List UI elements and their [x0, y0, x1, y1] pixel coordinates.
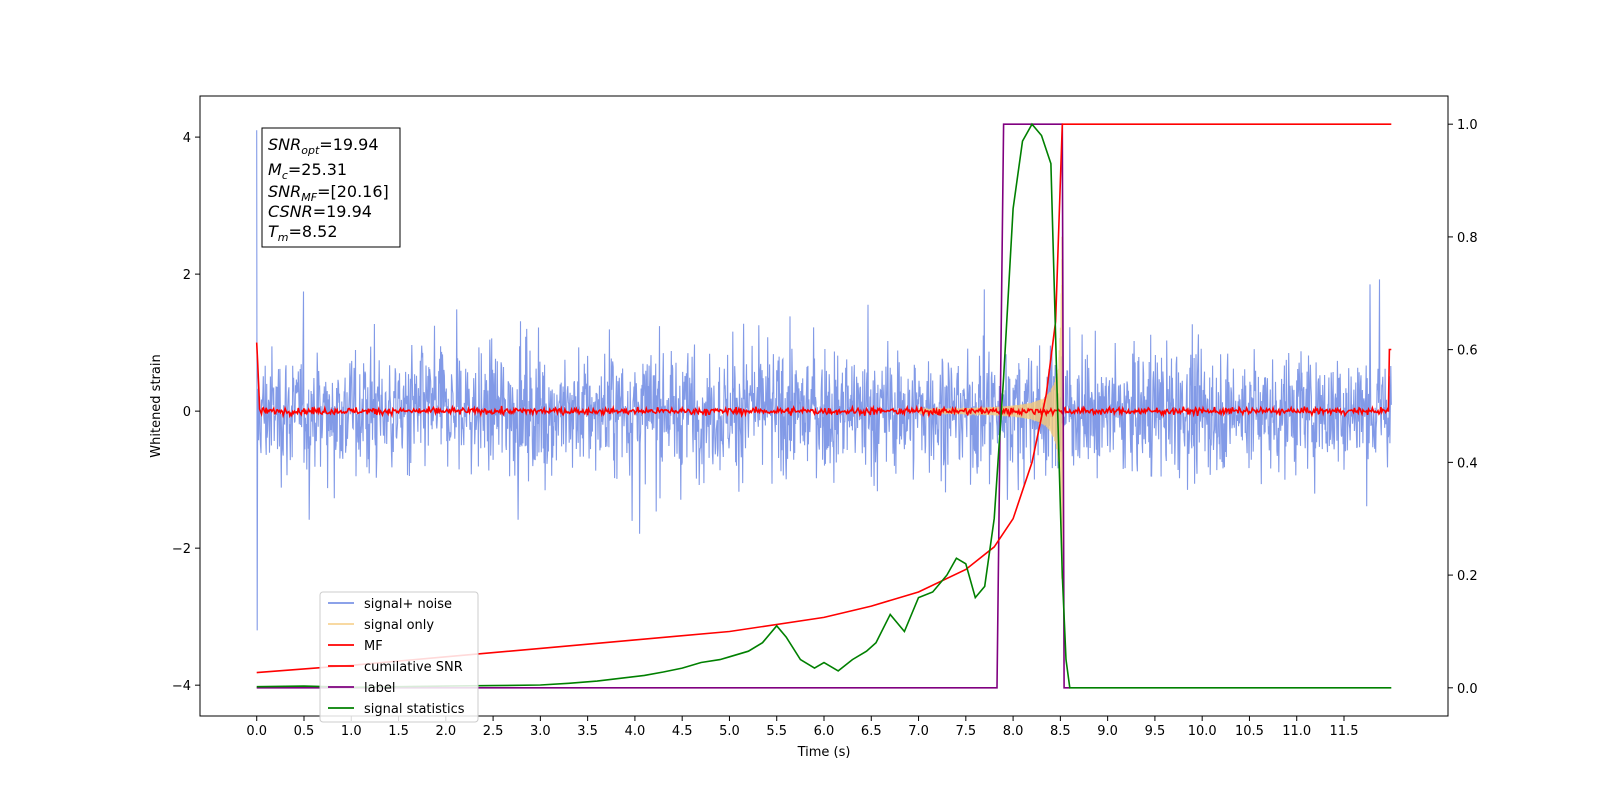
x-tick-label: 2.0: [435, 724, 456, 739]
legend-entry: signal statistics: [364, 702, 465, 717]
x-axis: 0.0 0.5 1.0 1.5 2.0 2.5 3.0 3.5 4.0 4.5 5.0 5.5 6.0 6…: [246, 716, 1358, 739]
info-tm: Tm=8.52: [268, 222, 338, 244]
legend-frame: [319, 591, 479, 723]
info-mc: Mc=25.31: [268, 160, 347, 182]
x-tick-label: 7.0: [908, 724, 929, 739]
x-tick-label: 1.0: [341, 724, 362, 739]
series-cumulative-snr: [256, 123, 1392, 674]
legend-entry: cumilative SNR: [364, 660, 463, 675]
x-axis-label: Time (s): [797, 745, 851, 760]
series-signal-statistics: [256, 122, 1392, 689]
info-csnr: CSNR=19.94: [268, 202, 372, 221]
x-tick-label: 8.0: [1003, 724, 1024, 739]
y-axis-right: 1.0 0.8 0.6 0.4 0.2 0.0: [1448, 118, 1478, 697]
series-mf: [255, 342, 1392, 419]
info-snr-opt: SNRopt=19.94: [268, 135, 379, 157]
x-tick-label: 8.5: [1050, 724, 1071, 739]
y2-tick-label: 0.6: [1457, 344, 1478, 359]
legend: signal+ noise signal only MF cumilative SNR…: [319, 591, 479, 723]
x-tick-label: 3.5: [577, 724, 598, 739]
y-tick-label: 0: [183, 405, 191, 420]
x-tick-label: 2.5: [483, 724, 504, 739]
y2-tick-label: 0.4: [1457, 456, 1478, 471]
series-signal-noise: [256, 130, 1392, 631]
x-tick-label: 11.5: [1330, 724, 1359, 739]
legend-entry: signal only: [364, 618, 434, 633]
y2-tick-label: 1.0: [1457, 118, 1478, 133]
y-axis-left: 4 2 0 −2 −4: [172, 131, 200, 694]
info-snr-mf: SNRMF=[20.16]: [268, 182, 389, 204]
y-tick-label: 4: [183, 131, 191, 146]
x-tick-label: 5.5: [766, 724, 787, 739]
y-tick-label: −4: [172, 679, 191, 694]
plot-area: [255, 122, 1392, 689]
y-tick-label: −2: [172, 542, 191, 557]
y2-tick-label: 0.0: [1457, 682, 1478, 697]
x-tick-label: 10.5: [1235, 724, 1264, 739]
x-tick-label: 0.5: [294, 724, 315, 739]
legend-entry: MF: [364, 639, 383, 654]
x-tick-label: 5.0: [719, 724, 740, 739]
x-tick-label: 1.5: [388, 724, 409, 739]
x-tick-label: 7.5: [955, 724, 976, 739]
x-tick-label: 9.5: [1145, 724, 1166, 739]
x-tick-label: 4.0: [625, 724, 646, 739]
x-tick-label: 11.0: [1282, 724, 1311, 739]
legend-entry: signal+ noise: [364, 597, 452, 612]
x-tick-label: 9.0: [1097, 724, 1118, 739]
y2-tick-label: 0.8: [1457, 231, 1478, 246]
legend-entry: label: [364, 681, 395, 696]
x-tick-label: 3.0: [530, 724, 551, 739]
y2-tick-label: 0.2: [1457, 569, 1478, 584]
x-tick-label: 4.5: [672, 724, 693, 739]
x-tick-label: 10.0: [1188, 724, 1217, 739]
x-tick-label: 6.5: [861, 724, 882, 739]
x-tick-label: 0.0: [246, 724, 267, 739]
y-axis-label: Whitened strain: [149, 354, 164, 457]
info-box: SNRopt=19.94 Mc=25.31 SNRMF=[20.16] CSNR…: [261, 127, 401, 248]
y-tick-label: 2: [183, 268, 191, 283]
x-tick-label: 6.0: [814, 724, 835, 739]
